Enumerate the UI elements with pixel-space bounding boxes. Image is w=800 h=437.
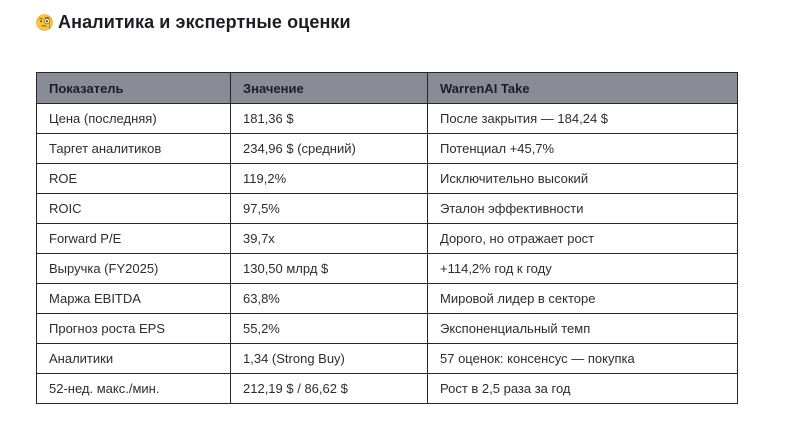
- header-metric: Показатель: [36, 72, 231, 104]
- table-row: Аналитики 1,34 (Strong Buy) 57 оценок: к…: [36, 343, 738, 374]
- cell-take: Исключительно высокий: [427, 163, 738, 194]
- cell-metric: Аналитики: [36, 343, 231, 374]
- cell-metric: Таргет аналитиков: [36, 133, 231, 164]
- cell-value: 234,96 $ (средний): [230, 133, 428, 164]
- cell-value: 39,7x: [230, 223, 428, 254]
- cell-value: 130,50 млрд $: [230, 253, 428, 284]
- table-row: Прогноз роста EPS 55,2% Экспоненциальный…: [36, 313, 738, 344]
- cell-metric: Выручка (FY2025): [36, 253, 231, 284]
- cell-take: Дорого, но отражает рост: [427, 223, 738, 254]
- table-row: ROIC 97,5% Эталон эффективности: [36, 193, 738, 224]
- cell-metric: Прогноз роста EPS: [36, 313, 231, 344]
- cell-take: +114,2% год к году: [427, 253, 738, 284]
- cell-take: 57 оценок: консенсус — покупка: [427, 343, 738, 374]
- cell-metric: Цена (последняя): [36, 103, 231, 134]
- cell-metric: ROE: [36, 163, 231, 194]
- header-value: Значение: [230, 72, 428, 104]
- table-row: 52-нед. макс./мин. 212,19 $ / 86,62 $ Ро…: [36, 373, 738, 404]
- cell-take: Рост в 2,5 раза за год: [427, 373, 738, 404]
- table-row: Таргет аналитиков 234,96 $ (средний) Пот…: [36, 133, 738, 164]
- cell-value: 97,5%: [230, 193, 428, 224]
- cell-metric: Forward P/E: [36, 223, 231, 254]
- cell-value: 119,2%: [230, 163, 428, 194]
- table-row: ROE 119,2% Исключительно высокий: [36, 163, 738, 194]
- cell-metric: ROIC: [36, 193, 231, 224]
- cell-value: 212,19 $ / 86,62 $: [230, 373, 428, 404]
- cell-value: 181,36 $: [230, 103, 428, 134]
- table-row: Forward P/E 39,7x Дорого, но отражает ро…: [36, 223, 738, 254]
- cell-take: Эталон эффективности: [427, 193, 738, 224]
- table-header-row: Показатель Значение WarrenAI Take: [36, 72, 738, 104]
- cell-value: 1,34 (Strong Buy): [230, 343, 428, 374]
- face-with-monocle-icon: [36, 13, 53, 31]
- section-heading: Аналитика и экспертные оценки: [36, 10, 351, 34]
- table-row: Выручка (FY2025) 130,50 млрд $ +114,2% г…: [36, 253, 738, 284]
- cell-take: Мировой лидер в секторе: [427, 283, 738, 314]
- cell-metric: 52-нед. макс./мин.: [36, 373, 231, 404]
- cell-value: 63,8%: [230, 283, 428, 314]
- cell-take: После закрытия — 184,24 $: [427, 103, 738, 134]
- cell-metric: Маржа EBITDA: [36, 283, 231, 314]
- cell-take: Экспоненциальный темп: [427, 313, 738, 344]
- table-row: Цена (последняя) 181,36 $ После закрытия…: [36, 103, 738, 134]
- cell-value: 55,2%: [230, 313, 428, 344]
- table-row: Маржа EBITDA 63,8% Мировой лидер в секто…: [36, 283, 738, 314]
- cell-take: Потенциал +45,7%: [427, 133, 738, 164]
- heading-text: Аналитика и экспертные оценки: [58, 11, 351, 32]
- analytics-table: Показатель Значение WarrenAI Take Цена (…: [36, 72, 738, 404]
- header-warrenai-take: WarrenAI Take: [427, 72, 738, 104]
